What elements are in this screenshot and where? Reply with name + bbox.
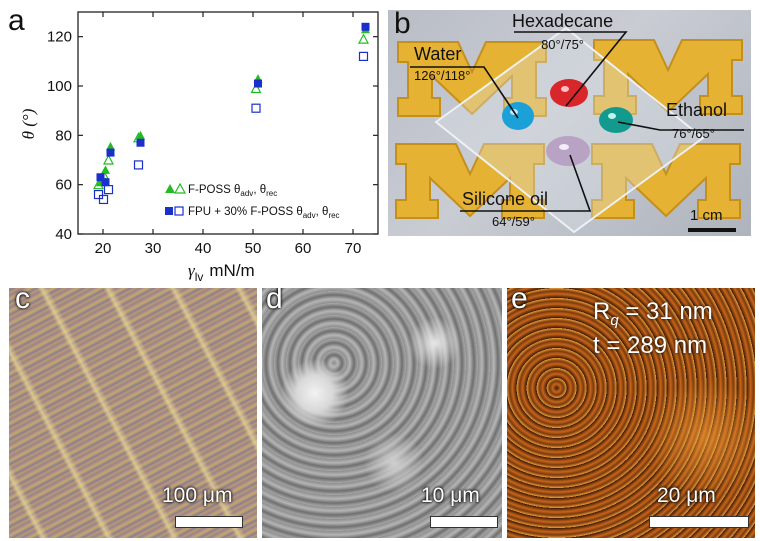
data-point-fpu-rec <box>251 103 261 113</box>
glass-slide <box>434 26 705 234</box>
ethanol-leader-line <box>617 121 744 131</box>
legend-entry-fpu: FPU + 30% F-POSS θadv, θrec <box>188 206 340 220</box>
x-axis-label: γlv mN/m <box>188 261 255 284</box>
sem-micrograph: d 10 μm <box>262 288 502 538</box>
m-letter-bottom-right <box>591 143 741 219</box>
hexadecane-droplet <box>550 79 588 107</box>
panel-label-e: e <box>511 288 528 315</box>
legend-marker-fposs-adv <box>165 184 175 193</box>
hexadecane-droplet-highlight <box>561 86 569 92</box>
ethanol-droplet <box>599 107 633 133</box>
label-water: Water 126°/118° <box>414 44 471 83</box>
scale-label-b: 1 cm <box>690 207 723 224</box>
label-ethanol: Ethanol 76°/65° <box>666 100 728 141</box>
data-point-fpu-adv <box>254 79 262 88</box>
data-point-fpu-adv <box>136 138 145 147</box>
legend-entry-fposs: F-POSS θadv, θrec <box>188 184 277 198</box>
data-point-fpu-rec <box>133 160 144 170</box>
label-silicone-oil: Silicone oil 64°/59° <box>462 189 549 229</box>
y-tick-label: 120 <box>47 29 72 46</box>
data-point-f-poss-rec <box>103 154 114 165</box>
data-point-f-poss-rec <box>358 33 369 44</box>
data-point-f-poss-adv <box>136 130 145 140</box>
m-letter-top-right <box>593 39 743 115</box>
silicone-leader-line <box>460 154 592 212</box>
panel-label-d: d <box>266 288 283 315</box>
data-point-fpu-rec <box>358 51 369 62</box>
legend: F-POSS θadv, θrec FPU + 30% F-POSS θadv,… <box>165 182 340 220</box>
scale-label-d: 10 μm <box>421 484 480 507</box>
plot-frame <box>77 11 379 235</box>
x-tick-label: 50 <box>245 240 262 257</box>
panel-label-c: c <box>15 288 30 315</box>
data-point-fpu-adv <box>96 173 105 182</box>
x-tick-label: 60 <box>295 240 312 257</box>
water-leader-line <box>410 66 519 119</box>
y-tick-label: 80 <box>55 127 72 144</box>
label-hexadecane: Hexadecane 80°/75° <box>512 11 614 52</box>
optical-micrograph: c 100 μm <box>9 288 257 538</box>
x-tick-label: 20 <box>95 240 112 257</box>
roughness-label: Rq = 31 nm <box>593 298 713 329</box>
data-point-fpu-rec <box>93 189 104 200</box>
y-tick-label: 60 <box>55 177 72 194</box>
scale-bar-c <box>175 516 243 528</box>
m-letter-bottom-left <box>395 143 545 219</box>
y-tick-label: 100 <box>47 78 72 95</box>
panel-label-b: b <box>394 10 411 40</box>
droplet-photo: b Water 126°/118° Hexadecane 80°/75° Eth… <box>388 10 751 236</box>
scale-label-e: 20 μm <box>657 484 716 507</box>
y-tick-label: 40 <box>55 226 72 243</box>
scale-bar-d <box>430 516 498 528</box>
thickness-label: t = 289 nm <box>593 332 708 359</box>
legend-marker-fpu-rec <box>174 206 184 216</box>
data-point-fpu-adv <box>106 148 115 157</box>
x-tick-label: 30 <box>145 240 162 257</box>
data-point-f-poss-adv <box>106 141 115 151</box>
x-tick-label: 70 <box>345 240 362 257</box>
scale-bar-b <box>688 228 736 232</box>
hexadecane-leader-line <box>514 31 628 107</box>
contact-angle-chart: 20 30 40 50 60 70 40 60 80 100 120 θ (°) γlv mN/m F… <box>19 11 379 284</box>
silicone-oil-droplet <box>546 136 590 166</box>
ethanol-droplet-highlight <box>608 113 616 119</box>
data-point-fpu-rec <box>103 185 114 195</box>
data-point-fpu-rec <box>98 194 109 205</box>
y-axis-label: θ (°) <box>19 108 38 139</box>
silicone-droplet-highlight <box>559 144 569 150</box>
scale-bar-e <box>649 516 749 528</box>
legend-marker-fposs-rec <box>173 182 187 194</box>
scale-label-c: 100 μm <box>162 484 233 507</box>
afm-image: e Rq = 31 nm t = 289 nm 20 μm <box>507 288 755 538</box>
legend-marker-fpu-adv <box>165 207 173 215</box>
water-droplet <box>502 102 534 130</box>
data-point-f-poss-rec <box>250 82 262 94</box>
panel-label-a: a <box>8 4 25 37</box>
data-point-fpu-adv <box>101 178 110 187</box>
data-point-fpu-adv <box>361 22 370 31</box>
data-point-f-poss-rec <box>93 178 104 190</box>
x-tick-label: 40 <box>195 240 212 257</box>
